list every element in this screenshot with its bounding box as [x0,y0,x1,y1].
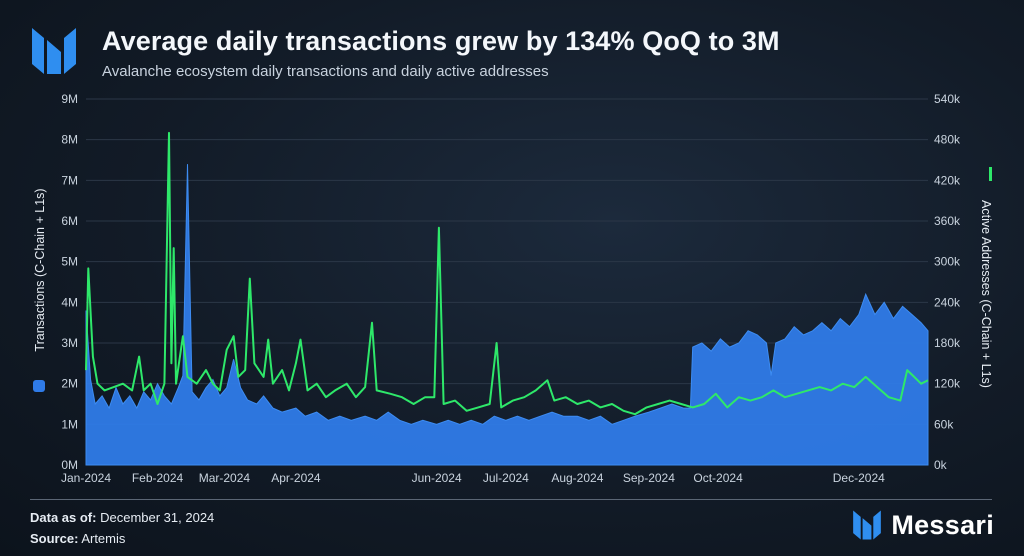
y-left-tick-label: 3M [61,336,78,350]
footer-info: Data as of: December 31, 2024 Source: Ar… [30,507,214,549]
data-as-of-label: Data as of: [30,510,97,525]
y-left-tick-label: 9M [61,92,78,106]
brand-name: Messari [891,509,994,540]
x-tick-label: Mar-2024 [199,471,251,485]
x-tick-label: Dec-2024 [833,471,885,485]
chart-title: Average daily transactions grew by 134% … [102,26,780,56]
x-tick-label: Sep-2024 [623,471,675,485]
y-right-tick-label: 360k [934,214,961,228]
chart-subtitle: Avalanche ecosystem daily transactions a… [102,63,549,80]
y-right-axis-label: Active Addresses (C-Chain + L1s) [979,200,993,388]
y-right-axis-title: Active Addresses (C-Chain + L1s) [979,167,993,388]
x-tick-label: Jun-2024 [412,471,462,485]
y-right-tick-label: 420k [934,173,961,187]
y-right-tick-label: 300k [934,255,961,269]
messari-brand-icon [853,510,882,540]
y-right-tick-label: 0k [934,458,948,472]
brand: Messari [851,507,994,543]
source-row: Source: Artemis [30,528,214,549]
y-left-axis-title: Transactions (C-Chain + L1s) [33,188,47,392]
x-tick-label: Oct-2024 [693,471,743,485]
transactions-legend-swatch [33,380,45,392]
x-tick-label: Jul-2024 [483,471,529,485]
y-right-tick-label: 120k [934,377,961,391]
y-left-tick-label: 7M [61,173,78,187]
y-right-tick-label: 540k [934,92,961,106]
source-label: Source: [30,531,79,546]
y-right-tick-label: 180k [934,336,961,350]
data-as-of-value: December 31, 2024 [100,510,215,525]
y-left-axis-label: Transactions (C-Chain + L1s) [33,188,47,351]
footer-divider [30,499,992,500]
y-left-tick-label: 2M [61,377,78,391]
data-as-of-row: Data as of: December 31, 2024 [30,507,214,528]
y-left-tick-label: 0M [61,458,78,472]
x-tick-label: Jan-2024 [61,471,111,485]
messari-logo-icon [32,28,76,74]
y-left-tick-label: 6M [61,214,78,228]
y-left-tick-label: 5M [61,255,78,269]
active-addresses-legend-swatch [989,167,992,181]
source-value: Artemis [81,531,126,546]
y-right-tick-label: 60k [934,417,954,431]
y-right-tick-label: 480k [934,133,961,147]
x-tick-label: Feb-2024 [132,471,184,485]
chart-area: 0M 0k 1M 60k 2M 120k 3M 180k 4M 240k 5M 300k 6M 360k 7… [33,92,993,485]
x-tick-label: Apr-2024 [271,471,321,485]
y-left-tick-label: 8M [61,133,78,147]
active-addresses-line [85,131,929,416]
x-tick-label: Aug-2024 [551,471,603,485]
y-left-tick-label: 4M [61,295,78,309]
transactions-area [85,164,929,466]
y-left-tick-label: 1M [61,417,78,431]
y-right-tick-label: 240k [934,295,961,309]
